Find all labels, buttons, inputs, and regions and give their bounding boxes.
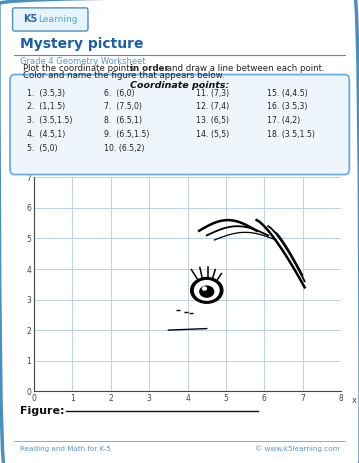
Text: 15. (4,4.5): 15. (4,4.5) — [267, 88, 308, 98]
Text: 5.  (5,0): 5. (5,0) — [27, 144, 57, 153]
Text: 4.  (4.5,1): 4. (4.5,1) — [27, 130, 65, 139]
Text: Plot the coordinate points: Plot the coordinate points — [23, 64, 137, 74]
FancyBboxPatch shape — [10, 75, 349, 175]
Circle shape — [202, 287, 206, 290]
Text: Coordinate points:: Coordinate points: — [130, 81, 229, 90]
Text: 16. (3.5,3): 16. (3.5,3) — [267, 102, 308, 112]
FancyBboxPatch shape — [13, 8, 88, 31]
Text: Grade 4 Geometry Worksheet: Grade 4 Geometry Worksheet — [20, 56, 145, 66]
Text: 6.  (6,0): 6. (6,0) — [104, 88, 135, 98]
Text: and draw a line between each point.: and draw a line between each point. — [164, 64, 325, 74]
Text: © www.k5learning.com: © www.k5learning.com — [255, 446, 339, 452]
Text: x: x — [352, 396, 357, 405]
Text: Reading and Math for K-5: Reading and Math for K-5 — [20, 446, 111, 452]
Text: Learning: Learning — [38, 15, 77, 24]
Text: 9.  (6.5,1.5): 9. (6.5,1.5) — [104, 130, 149, 139]
Text: 10. (6.5,2): 10. (6.5,2) — [104, 144, 144, 153]
Text: 2.  (1,1.5): 2. (1,1.5) — [27, 102, 65, 112]
Text: 1.  (3.5,3): 1. (3.5,3) — [27, 88, 65, 98]
Text: y: y — [25, 162, 30, 171]
Text: K5: K5 — [23, 14, 38, 25]
Text: 3.  (3.5,1.5): 3. (3.5,1.5) — [27, 116, 72, 125]
Circle shape — [191, 277, 223, 303]
Text: Mystery picture: Mystery picture — [20, 37, 143, 51]
Circle shape — [195, 281, 219, 300]
Text: 13. (6,5): 13. (6,5) — [196, 116, 229, 125]
Text: 7.  (7.5,0): 7. (7.5,0) — [104, 102, 142, 112]
Text: 12. (7,4): 12. (7,4) — [196, 102, 229, 112]
Text: 11. (7,3): 11. (7,3) — [196, 88, 229, 98]
Text: in order: in order — [130, 64, 169, 74]
Text: Color and name the figure that appears below.: Color and name the figure that appears b… — [23, 71, 225, 80]
Text: Figure:: Figure: — [20, 406, 64, 416]
Text: 18. (3.5,1.5): 18. (3.5,1.5) — [267, 130, 315, 139]
Circle shape — [200, 286, 214, 297]
Text: 17. (4,2): 17. (4,2) — [267, 116, 300, 125]
Text: 14. (5,5): 14. (5,5) — [196, 130, 229, 139]
Text: 8.  (6.5,1): 8. (6.5,1) — [104, 116, 142, 125]
